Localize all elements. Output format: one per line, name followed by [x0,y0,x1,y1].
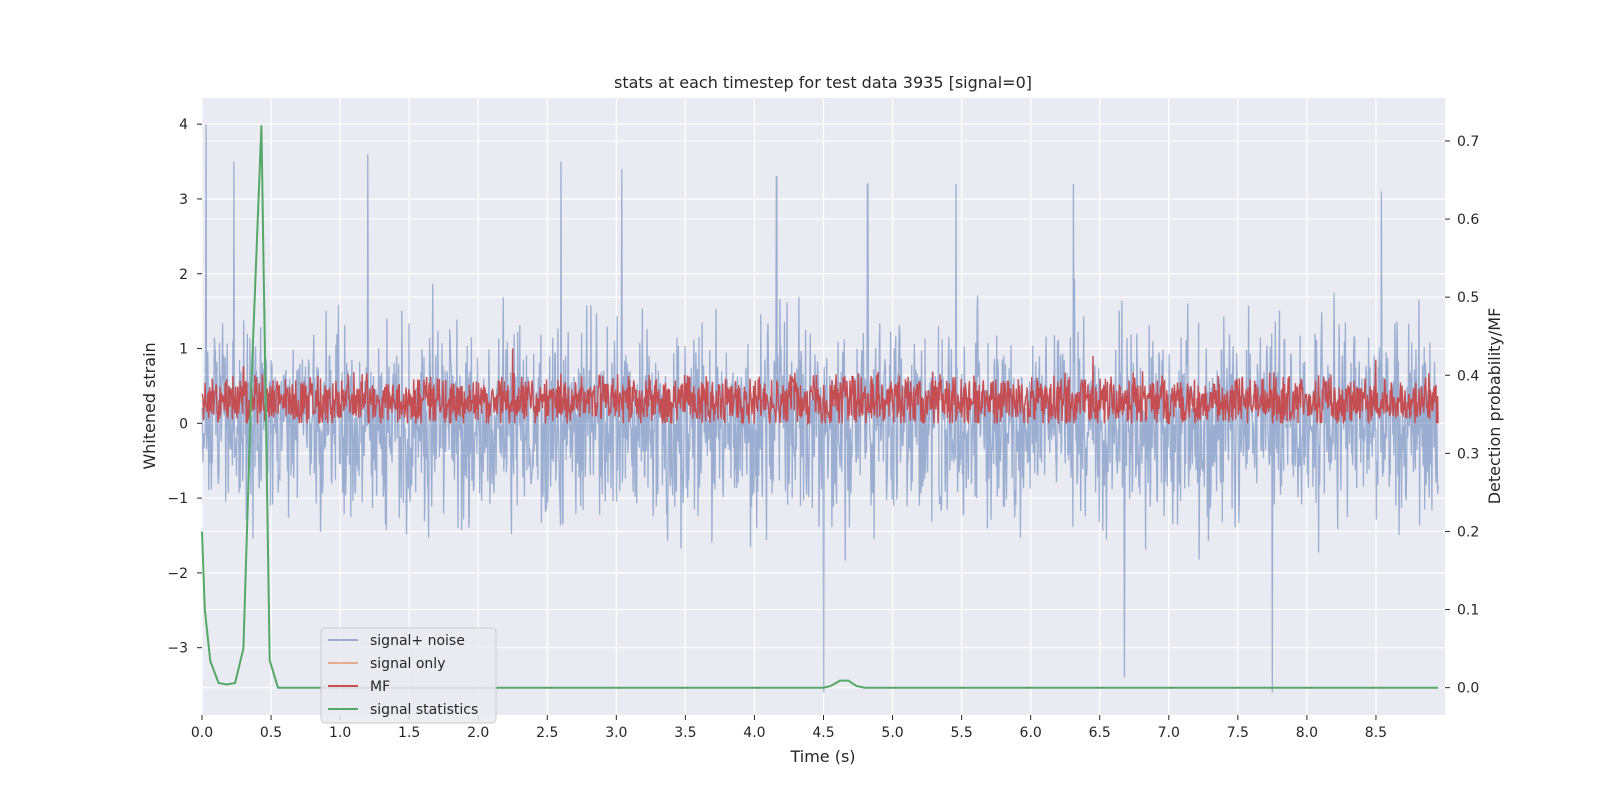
x-tick-label: 3.0 [605,725,627,741]
y-axis-label: Whitened strain [140,342,159,469]
y2-tick-label: 0.7 [1457,134,1479,150]
signal-noise-line [201,124,1439,693]
ticks-layer: 0.0 0.5 1.0 1.5 2.0 2.5 3.0 3.5 4.0 4.5 5.0 5.5 6.0 6… [167,117,1479,741]
y-tick-label: 4 [179,117,188,133]
x-tick-label: 6.5 [1089,725,1111,741]
x-tick-label: 1.0 [329,725,351,741]
y2-tick-label: 0.0 [1457,681,1479,697]
x-tick-label: 7.5 [1227,725,1249,741]
legend-label-signal-only: signal only [370,656,445,672]
y2-tick-label: 0.1 [1457,603,1479,619]
x-tick-label: 0.5 [260,725,282,741]
y-tick-label: 1 [179,342,188,358]
y-tick-label: −1 [167,491,188,507]
x-tick-label: 3.5 [674,725,696,741]
x-axis-label: Time (s) [789,747,855,766]
y2-tick-label: 0.4 [1457,368,1479,384]
legend-label-mf: MF [370,679,390,695]
x-tick-label: 2.5 [536,725,558,741]
x-tick-label: 0.0 [191,725,213,741]
y2-tick-label: 0.2 [1457,524,1479,540]
legend-label-signal-noise: signal+ noise [370,633,465,649]
x-tick-label: 5.5 [950,725,972,741]
y-tick-label: −2 [167,566,188,582]
y2-tick-label: 0.6 [1457,212,1479,228]
mf-line [201,348,1439,426]
y2-tick-label: 0.3 [1457,446,1479,462]
y2-tick-label: 0.5 [1457,290,1479,306]
y-tick-label: 2 [179,267,188,283]
x-tick-label: 6.0 [1020,725,1042,741]
legend: signal+ noise signal only MF signal stat… [320,627,497,724]
x-tick-label: 8.5 [1365,725,1387,741]
legend-label-signal-statistics: signal statistics [370,702,478,718]
chart-title: stats at each timestep for test data 393… [614,73,1032,92]
x-tick-label: 4.5 [812,725,834,741]
x-tick-label: 5.0 [881,725,903,741]
x-tick-label: 4.0 [743,725,765,741]
x-tick-label: 2.0 [467,725,489,741]
x-tick-label: 7.0 [1158,725,1180,741]
x-tick-label: 8.0 [1296,725,1318,741]
y-tick-label: −3 [167,641,188,657]
y-tick-label: 3 [179,192,188,208]
legend-box [320,627,497,724]
y2-axis-label: Detection probability/MF [1485,308,1504,505]
y-tick-label: 0 [179,416,188,432]
mf-series [201,348,1439,426]
signal-noise-series [201,124,1439,693]
x-tick-label: 1.5 [398,725,420,741]
